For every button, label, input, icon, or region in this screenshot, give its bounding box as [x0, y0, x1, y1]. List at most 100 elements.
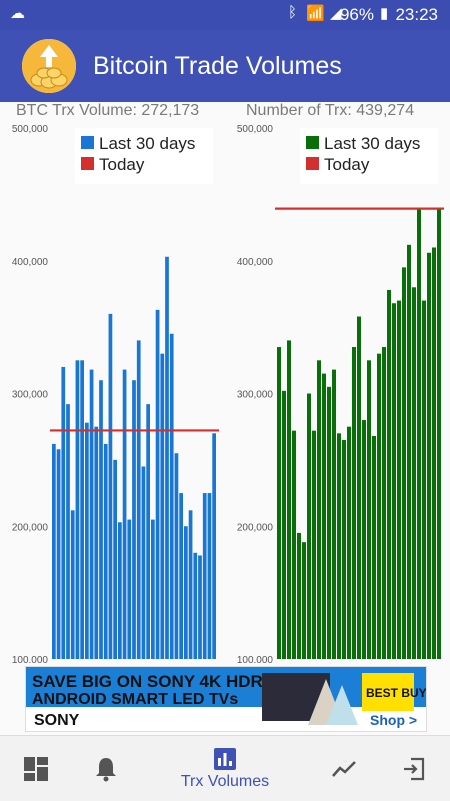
battery-icon: ▮	[380, 5, 389, 22]
nav-dashboard-button[interactable]	[14, 736, 58, 801]
right-chart-header: Number of Trx: 439,274	[246, 102, 415, 119]
bar	[212, 433, 216, 659]
bar	[174, 453, 179, 659]
bar	[75, 360, 80, 659]
legend-label: Last 30 days	[99, 134, 195, 153]
bar	[80, 360, 84, 659]
bar	[165, 256, 169, 659]
bar	[122, 369, 127, 659]
bar	[392, 303, 396, 659]
legend-box	[75, 128, 213, 184]
y-tick-label: 500,000	[12, 124, 49, 135]
bar	[99, 380, 103, 659]
bar	[141, 466, 146, 659]
bar	[202, 493, 207, 659]
bar	[337, 433, 341, 659]
ad-cta: Shop >	[370, 712, 417, 728]
bar-chart-icon	[214, 747, 236, 770]
bar	[198, 555, 202, 659]
bar	[307, 393, 311, 659]
nav-alerts-button[interactable]	[84, 736, 128, 801]
bar	[402, 267, 406, 659]
ad-brand: SONY	[34, 712, 80, 729]
bar	[397, 300, 401, 659]
bar	[412, 287, 416, 659]
exit-icon	[404, 757, 425, 780]
y-tick-label: 400,000	[12, 257, 49, 268]
bar	[387, 289, 391, 659]
clock: 23:23	[395, 5, 438, 24]
bar	[312, 430, 316, 659]
bar	[322, 373, 326, 659]
nav-trx-volumes-button[interactable]: Trx Volumes	[170, 736, 280, 801]
bar	[94, 426, 99, 659]
trending-line-icon	[332, 760, 356, 777]
legend-label: Today	[324, 155, 370, 174]
ad-headline-line2: ANDROID SMART LED TVs	[32, 691, 238, 708]
bar	[118, 522, 122, 659]
bar	[417, 207, 421, 659]
bar	[297, 532, 301, 659]
y-tick-label: 200,000	[237, 522, 274, 533]
bar	[151, 519, 155, 659]
nav-exit-button[interactable]	[392, 736, 436, 801]
legend-swatch	[306, 157, 319, 170]
nav-trends-button[interactable]	[322, 736, 366, 801]
bar	[127, 519, 132, 659]
bar	[367, 360, 371, 659]
nav-trx-volumes-label: Trx Volumes	[180, 772, 270, 790]
cloud-icon: ☁	[10, 5, 25, 22]
bar	[437, 207, 441, 659]
bar	[103, 443, 108, 659]
bar	[302, 542, 306, 659]
legend-swatch	[81, 157, 94, 170]
y-tick-label: 400,000	[237, 257, 274, 268]
bar	[85, 422, 89, 659]
bar	[136, 340, 141, 659]
bar	[61, 366, 66, 659]
ad-store-logo: BEST BUY	[366, 686, 426, 700]
bar	[155, 309, 160, 659]
bar	[193, 552, 198, 659]
bar	[160, 353, 165, 659]
signal-icon: ◢	[330, 5, 342, 22]
bar	[317, 360, 321, 659]
bar	[347, 426, 351, 659]
bar	[332, 369, 336, 659]
legend-box	[300, 128, 438, 184]
app-title: Bitcoin Trade Volumes	[93, 52, 342, 80]
left-chart-header: BTC Trx Volume: 272,173	[16, 102, 200, 119]
bar	[108, 313, 113, 659]
bar	[352, 347, 356, 659]
trx-count-chart: 100,000 200,000 300,000 400,000 500,000 Last …	[237, 124, 444, 663]
bar	[427, 252, 431, 659]
bar	[357, 316, 361, 659]
y-tick-label: 300,000	[237, 390, 274, 401]
bar	[132, 380, 136, 659]
bar	[292, 430, 296, 659]
bar	[52, 443, 56, 659]
dashboard-icon	[24, 756, 48, 781]
y-tick-label: 100,000	[237, 655, 274, 663]
bar	[207, 493, 212, 659]
bar	[432, 247, 436, 659]
bell-icon	[96, 757, 116, 781]
ad-banner[interactable]: SAVE BIG ON SONY 4K HDR ANDROID SMART LE…	[25, 666, 427, 732]
adchoices-icon: ▷	[416, 672, 425, 684]
app-bar: Bitcoin Trade Volumes	[0, 30, 450, 102]
legend-swatch	[306, 136, 319, 149]
bar	[188, 510, 193, 659]
bar	[184, 526, 188, 659]
btc-volume-chart: 100,000 200,000 300,000 400,000 500,000 Last …	[12, 124, 219, 663]
y-tick-label: 500,000	[237, 124, 274, 135]
bar	[282, 390, 286, 659]
legend-swatch	[81, 136, 94, 149]
bar	[377, 353, 381, 659]
y-tick-label: 200,000	[12, 522, 49, 533]
bar	[113, 459, 117, 659]
bluetooth-icon: ᛒ	[288, 4, 298, 21]
legend-label: Today	[99, 155, 145, 174]
ad-headline-line1: SAVE BIG ON SONY 4K HDR	[32, 672, 263, 691]
y-tick-label: 100,000	[12, 655, 49, 663]
bar	[362, 420, 366, 659]
